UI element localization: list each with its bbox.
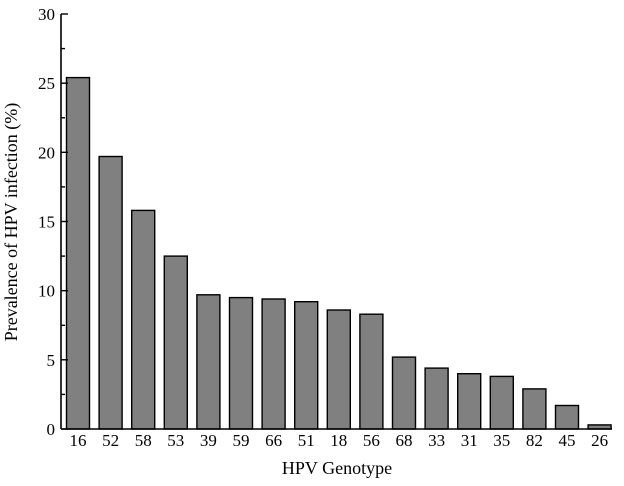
x-tick-label: 31 bbox=[461, 431, 478, 450]
y-axis-title: Prevalence of HPV infection (%) bbox=[1, 103, 22, 342]
y-tick-label: 30 bbox=[38, 5, 55, 24]
bar-66 bbox=[261, 298, 286, 430]
y-tick-label: 5 bbox=[47, 351, 56, 370]
x-tick-label: 66 bbox=[265, 431, 282, 450]
y-tick-label: 25 bbox=[38, 74, 55, 93]
x-tick-label: 53 bbox=[167, 431, 184, 450]
x-tick-label: 35 bbox=[493, 431, 510, 450]
y-tick-label: 10 bbox=[38, 282, 55, 301]
y-tick-label: 0 bbox=[47, 420, 56, 439]
bar-56 bbox=[359, 313, 384, 430]
x-axis-title: HPV Genotype bbox=[282, 458, 392, 478]
x-tick-label: 16 bbox=[70, 431, 87, 450]
y-ticks: 0 5 10 15 20 25 30 bbox=[38, 5, 68, 439]
x-tick-label: 82 bbox=[526, 431, 543, 450]
x-tick-label: 51 bbox=[298, 431, 315, 450]
bar-59 bbox=[228, 296, 254, 430]
x-tick-label: 39 bbox=[200, 431, 217, 450]
y-tick-label: 15 bbox=[38, 213, 55, 232]
bar-51 bbox=[294, 301, 319, 430]
x-tick-label: 58 bbox=[135, 431, 152, 450]
x-tick-label: 59 bbox=[233, 431, 250, 450]
bar-68 bbox=[391, 356, 417, 430]
bar-33 bbox=[424, 367, 449, 430]
x-tick-label: 52 bbox=[102, 431, 119, 450]
bar-58 bbox=[130, 209, 156, 430]
x-tick-label: 26 bbox=[591, 431, 608, 450]
bar-35 bbox=[489, 375, 514, 430]
bar-82 bbox=[522, 388, 547, 430]
x-tick-label: 45 bbox=[559, 431, 576, 450]
x-tick-label: 33 bbox=[428, 431, 445, 450]
x-tick-label: 68 bbox=[396, 431, 413, 450]
x-tick-label: 18 bbox=[330, 431, 347, 450]
bar-39 bbox=[196, 294, 221, 430]
bar-16 bbox=[65, 76, 91, 430]
bars bbox=[65, 76, 612, 430]
x-tick-label: 56 bbox=[363, 431, 380, 450]
bar-52 bbox=[98, 155, 123, 430]
bar-18 bbox=[326, 309, 351, 430]
bar-45 bbox=[554, 404, 580, 430]
y-tick-label: 20 bbox=[38, 143, 55, 162]
x-ticks: 16 52 58 53 39 59 66 51 18 56 68 33 31 35 82 45 26 bbox=[70, 431, 609, 450]
bar-53 bbox=[163, 255, 189, 430]
bar-31 bbox=[457, 373, 482, 430]
